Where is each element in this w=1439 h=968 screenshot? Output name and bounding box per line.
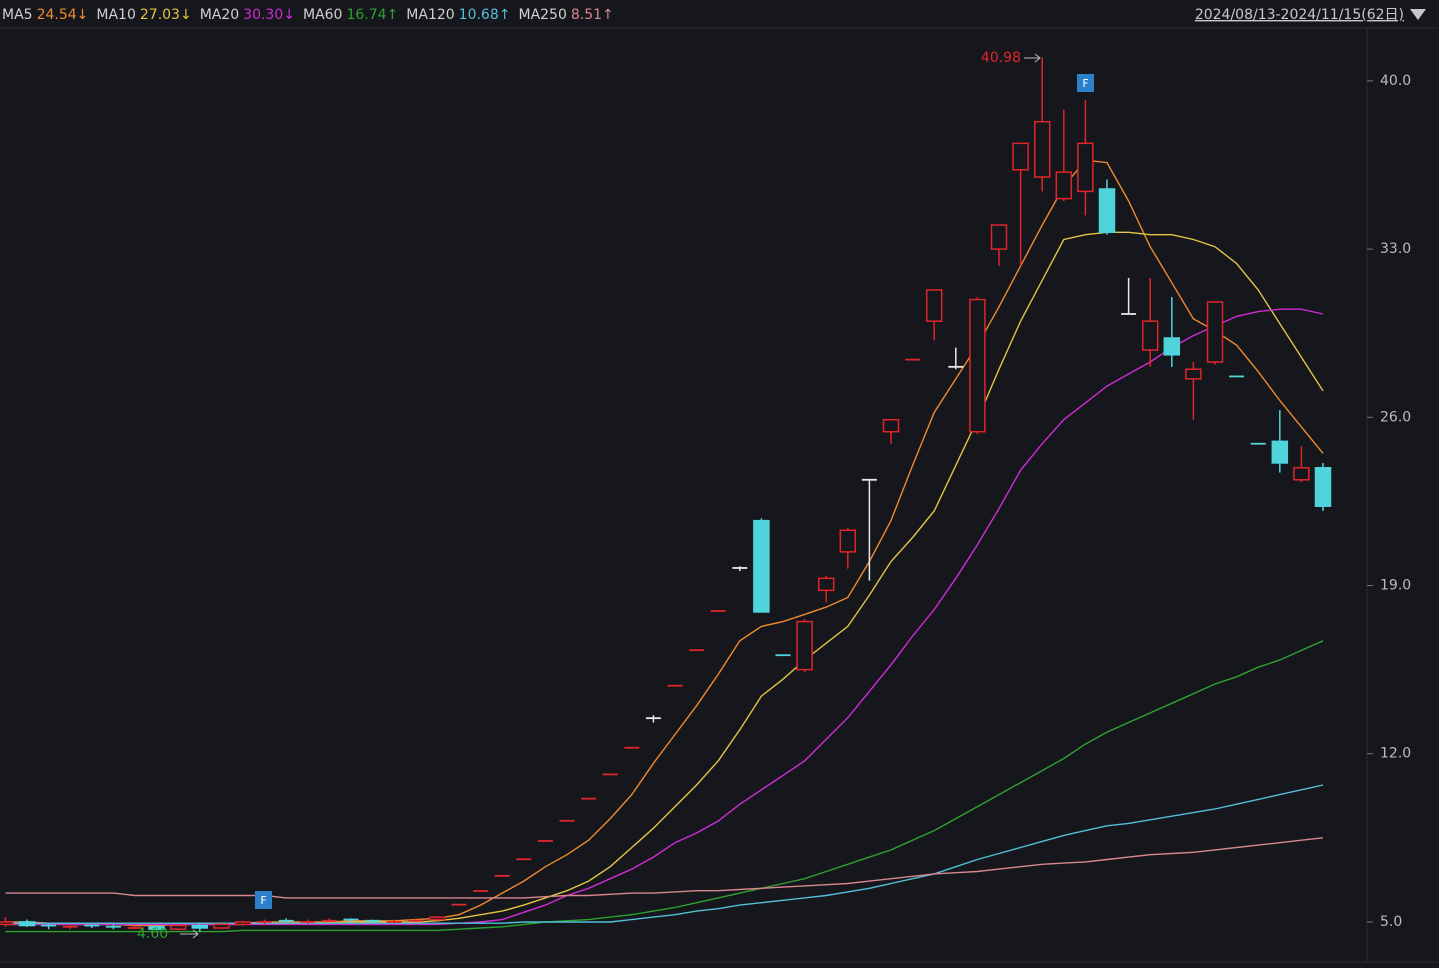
legend: MA5 24.54↓ MA10 27.03↓ MA20 30.30↓ MA60 16.74↑ M… (2, 7, 614, 23)
candle-body (1141, 320, 1159, 351)
candle-body (1206, 301, 1224, 363)
legend-value: 30.30↓ (243, 7, 295, 23)
candle-body (753, 519, 770, 613)
candle-body (1293, 467, 1310, 481)
ma-line (5, 640, 1324, 933)
high-arrow (1024, 53, 1041, 63)
candle-body (213, 923, 230, 929)
candle-body (1163, 337, 1181, 356)
high-label: 40.98 (981, 50, 1021, 66)
candle-body (882, 418, 900, 433)
candle-body (1098, 188, 1116, 234)
legend-value: 16.74↑ (346, 7, 398, 23)
candle-body (1314, 467, 1332, 507)
candle-body (1012, 142, 1029, 171)
low-arrow (180, 929, 199, 939)
ma-line (5, 837, 1324, 899)
candle-body (969, 298, 986, 433)
dropdown-arrow[interactable] (1410, 9, 1426, 20)
y-tick-label: 40.0 (1380, 73, 1411, 89)
y-tick-label: 26.0 (1380, 409, 1411, 425)
flag-label: F (1082, 77, 1088, 90)
legend-name: MA120 (406, 7, 454, 23)
flag-marker (255, 891, 272, 909)
candle-body (1271, 440, 1289, 464)
low-label: 4.60 (137, 926, 168, 942)
legend-name: MA10 (96, 7, 135, 23)
ma-line (5, 784, 1324, 924)
candle-body (169, 924, 187, 930)
legend-value: 27.03↓ (140, 7, 192, 23)
legend-name: MA60 (303, 7, 342, 23)
legend-name: MA5 (2, 7, 33, 23)
candle-body (990, 224, 1008, 250)
candle-body (796, 620, 813, 671)
date-range[interactable]: 2024/08/13-2024/11/15(62日) (1195, 7, 1404, 23)
candle-body (1077, 142, 1094, 193)
candle-body (1055, 171, 1073, 200)
y-tick-label: 5.0 (1380, 914, 1402, 930)
legend-value: 8.51↑ (571, 7, 614, 23)
flag-marker (1077, 74, 1094, 92)
legend-value: 24.54↓ (37, 7, 89, 23)
flag-label: F (260, 894, 266, 907)
candle-body (0, 921, 14, 926)
y-tick-label: 33.0 (1380, 241, 1411, 257)
y-tick-label: 19.0 (1380, 578, 1411, 594)
candle-body (817, 577, 835, 592)
candle-body (148, 926, 165, 930)
candle-body (191, 924, 209, 929)
legend-name: MA250 (518, 7, 566, 23)
plot-area (0, 57, 1332, 933)
candle-body (429, 916, 446, 921)
legend-name: MA20 (200, 7, 239, 23)
candle-body (1185, 368, 1202, 380)
y-tick-label: 12.0 (1380, 746, 1411, 762)
legend-value: 10.68↑ (459, 7, 511, 23)
candle-body (839, 529, 857, 553)
candle-body (925, 289, 943, 322)
candle-body (234, 921, 252, 926)
candle-body (1033, 120, 1051, 178)
candle-body (18, 921, 36, 927)
